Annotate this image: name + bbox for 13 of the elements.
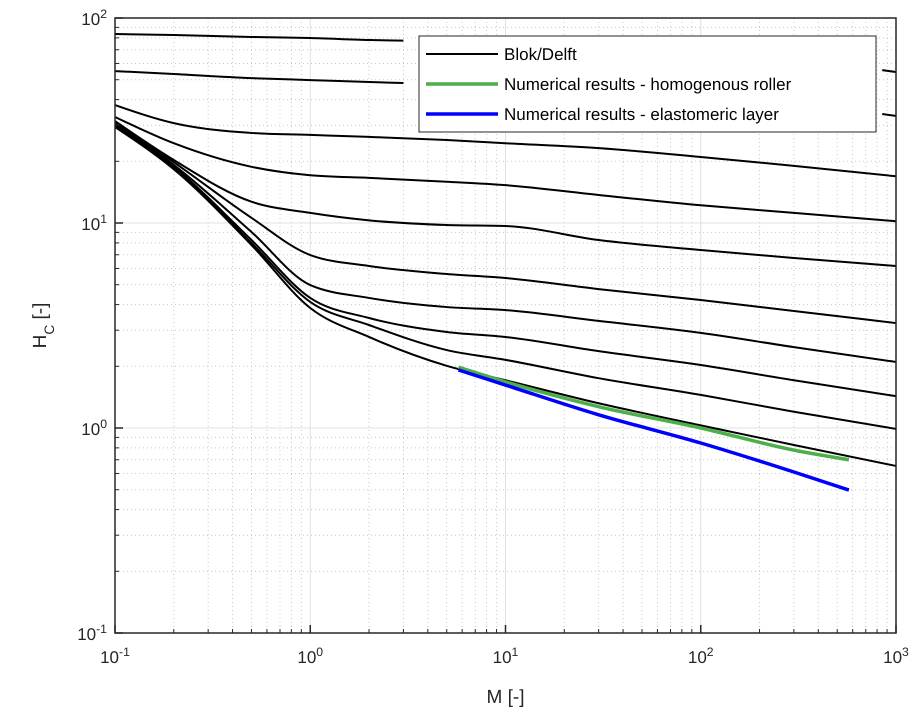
- x-tick-label: 10$^{1}$: [492, 645, 519, 667]
- legend-label: Numerical results - homogenous roller: [504, 75, 792, 94]
- x-axis-title: M [-]: [486, 687, 524, 708]
- y-tick-label: 10$^{2}$: [81, 7, 108, 29]
- y-tick-label: 10$^{0}$: [81, 417, 108, 439]
- x-tick-label: 10$^{2}$: [688, 645, 714, 667]
- y-tick-label: 10$^{1}$: [81, 212, 108, 234]
- legend-label: Blok/Delft: [504, 45, 578, 64]
- y-tick-label: 10$^{-1}$: [77, 622, 108, 644]
- legend-label: Numerical results - elastomeric layer: [504, 105, 780, 124]
- x-tick-label: 10$^{-1}$: [100, 645, 130, 667]
- x-tick-label: 10$^{0}$: [297, 645, 324, 667]
- x-tick-label: 10$^{3}$: [883, 645, 910, 667]
